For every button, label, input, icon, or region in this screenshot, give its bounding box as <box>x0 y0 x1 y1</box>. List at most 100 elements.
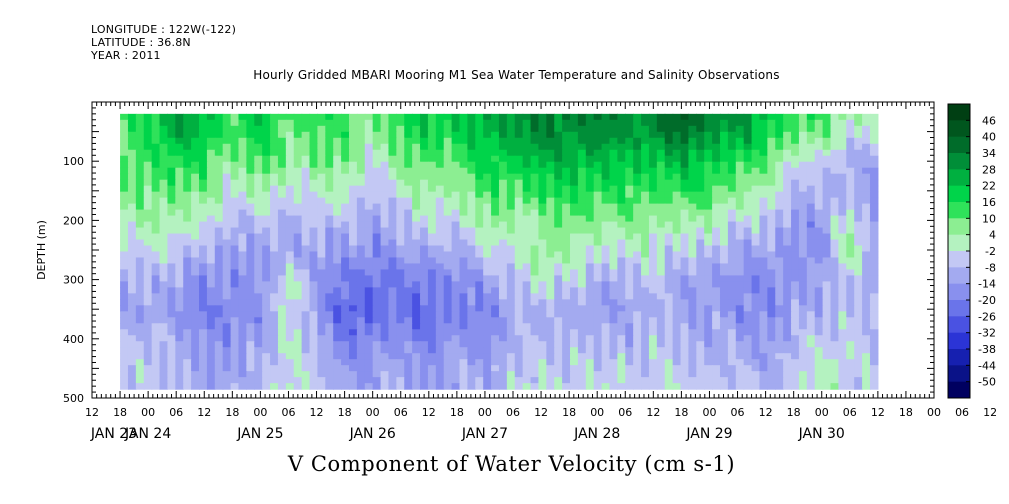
heatmap-cell <box>246 203 255 211</box>
heatmap-cell <box>443 239 453 247</box>
heatmap-cell <box>380 335 390 342</box>
heatmap-cell <box>546 293 555 300</box>
heatmap-cell <box>838 335 847 342</box>
heatmap-cell <box>577 245 587 253</box>
heatmap-cell <box>293 227 303 235</box>
colorbar-swatch <box>948 381 970 399</box>
heatmap-cell <box>435 275 445 282</box>
heatmap-cell <box>688 287 697 294</box>
heatmap-cell <box>838 227 847 235</box>
heatmap-cell <box>641 161 650 169</box>
heatmap-cell <box>522 383 532 390</box>
heatmap-cell <box>656 335 666 342</box>
heatmap-cell <box>609 299 618 306</box>
heatmap-cell <box>783 263 792 271</box>
heatmap-cell <box>420 197 429 205</box>
heatmap-cell <box>199 191 208 199</box>
heatmap-cell <box>356 197 366 205</box>
heatmap-cell <box>601 227 611 235</box>
heatmap-cell <box>451 347 461 354</box>
heatmap-cell <box>593 221 603 229</box>
heatmap-cell <box>869 191 879 199</box>
heatmap-cell <box>262 155 271 163</box>
heatmap-cell <box>135 161 145 169</box>
heatmap-cell <box>570 167 579 175</box>
heatmap-cell <box>317 131 326 139</box>
heatmap-cell <box>364 233 374 241</box>
heatmap-cell <box>199 179 208 187</box>
heatmap-cell <box>546 155 555 163</box>
heatmap-cell <box>143 281 153 288</box>
heatmap-cell <box>664 347 674 354</box>
heatmap-cell <box>246 245 255 253</box>
heatmap-cell <box>577 113 587 121</box>
heatmap-cell <box>396 305 405 312</box>
heatmap-cell <box>467 227 476 235</box>
heatmap-cell <box>412 287 421 294</box>
heatmap-cell <box>830 131 839 139</box>
heatmap-cell <box>167 131 176 139</box>
heatmap-cell <box>506 317 516 324</box>
heatmap-cell <box>735 359 745 366</box>
heatmap-cell <box>719 185 729 193</box>
heatmap-cell <box>672 281 682 288</box>
heatmap-cell <box>191 371 200 378</box>
colorbar-swatch <box>948 365 970 383</box>
colorbar-swatch <box>948 283 970 301</box>
heatmap-cell <box>333 143 342 151</box>
heatmap-cell <box>143 263 153 271</box>
heatmap-cell <box>356 179 366 187</box>
heatmap-cell <box>704 137 713 145</box>
heatmap-cell <box>838 341 847 348</box>
heatmap-cell <box>254 137 263 145</box>
heatmap-cell <box>625 371 634 378</box>
heatmap-cell <box>869 197 879 205</box>
heatmap-cell <box>364 287 374 294</box>
heatmap-cell <box>206 317 216 324</box>
colorbar-label: -20 <box>978 294 996 307</box>
heatmap-cell <box>806 233 816 241</box>
heatmap-cell <box>672 269 682 277</box>
heatmap-cell <box>404 281 413 288</box>
heatmap-cell <box>641 281 650 288</box>
heatmap-cell <box>214 161 224 169</box>
heatmap-cell <box>814 377 824 384</box>
heatmap-cell <box>175 209 184 217</box>
heatmap-cell <box>506 263 516 271</box>
heatmap-cell <box>522 221 532 229</box>
heatmap-cell <box>372 179 382 187</box>
heatmap-cell <box>151 383 161 390</box>
heatmap-cell <box>183 359 192 366</box>
heatmap-cell <box>759 347 768 354</box>
heatmap-cell <box>475 113 484 121</box>
heatmap-cell <box>427 269 437 277</box>
heatmap-cell <box>514 287 524 294</box>
heatmap-cell <box>412 293 421 300</box>
heatmap-cell <box>546 335 555 342</box>
heatmap-cell <box>214 197 224 205</box>
heatmap-cell <box>356 185 366 193</box>
heatmap-cell <box>262 299 271 306</box>
heatmap-cell <box>846 185 855 193</box>
heatmap-cell <box>514 155 524 163</box>
heatmap-cell <box>609 203 618 211</box>
heatmap-cell <box>830 209 839 217</box>
heatmap-cell <box>412 137 421 145</box>
heatmap-cell <box>285 305 295 312</box>
heatmap-cell <box>719 167 729 175</box>
heatmap-cell <box>854 155 863 163</box>
heatmap-cell <box>396 113 405 121</box>
heatmap-cell <box>554 239 563 247</box>
heatmap-cell <box>798 353 808 360</box>
heatmap-cell <box>348 377 358 384</box>
heatmap-cell <box>214 317 224 324</box>
heatmap-cell <box>656 287 666 294</box>
heatmap-cell <box>854 269 863 277</box>
heatmap-cell <box>277 167 287 175</box>
heatmap-cell <box>680 197 690 205</box>
heatmap-cell <box>199 245 208 253</box>
heatmap-cell <box>775 143 784 151</box>
heatmap-cell <box>388 359 397 366</box>
heatmap-cell <box>183 137 192 145</box>
heatmap-cell <box>759 251 768 259</box>
